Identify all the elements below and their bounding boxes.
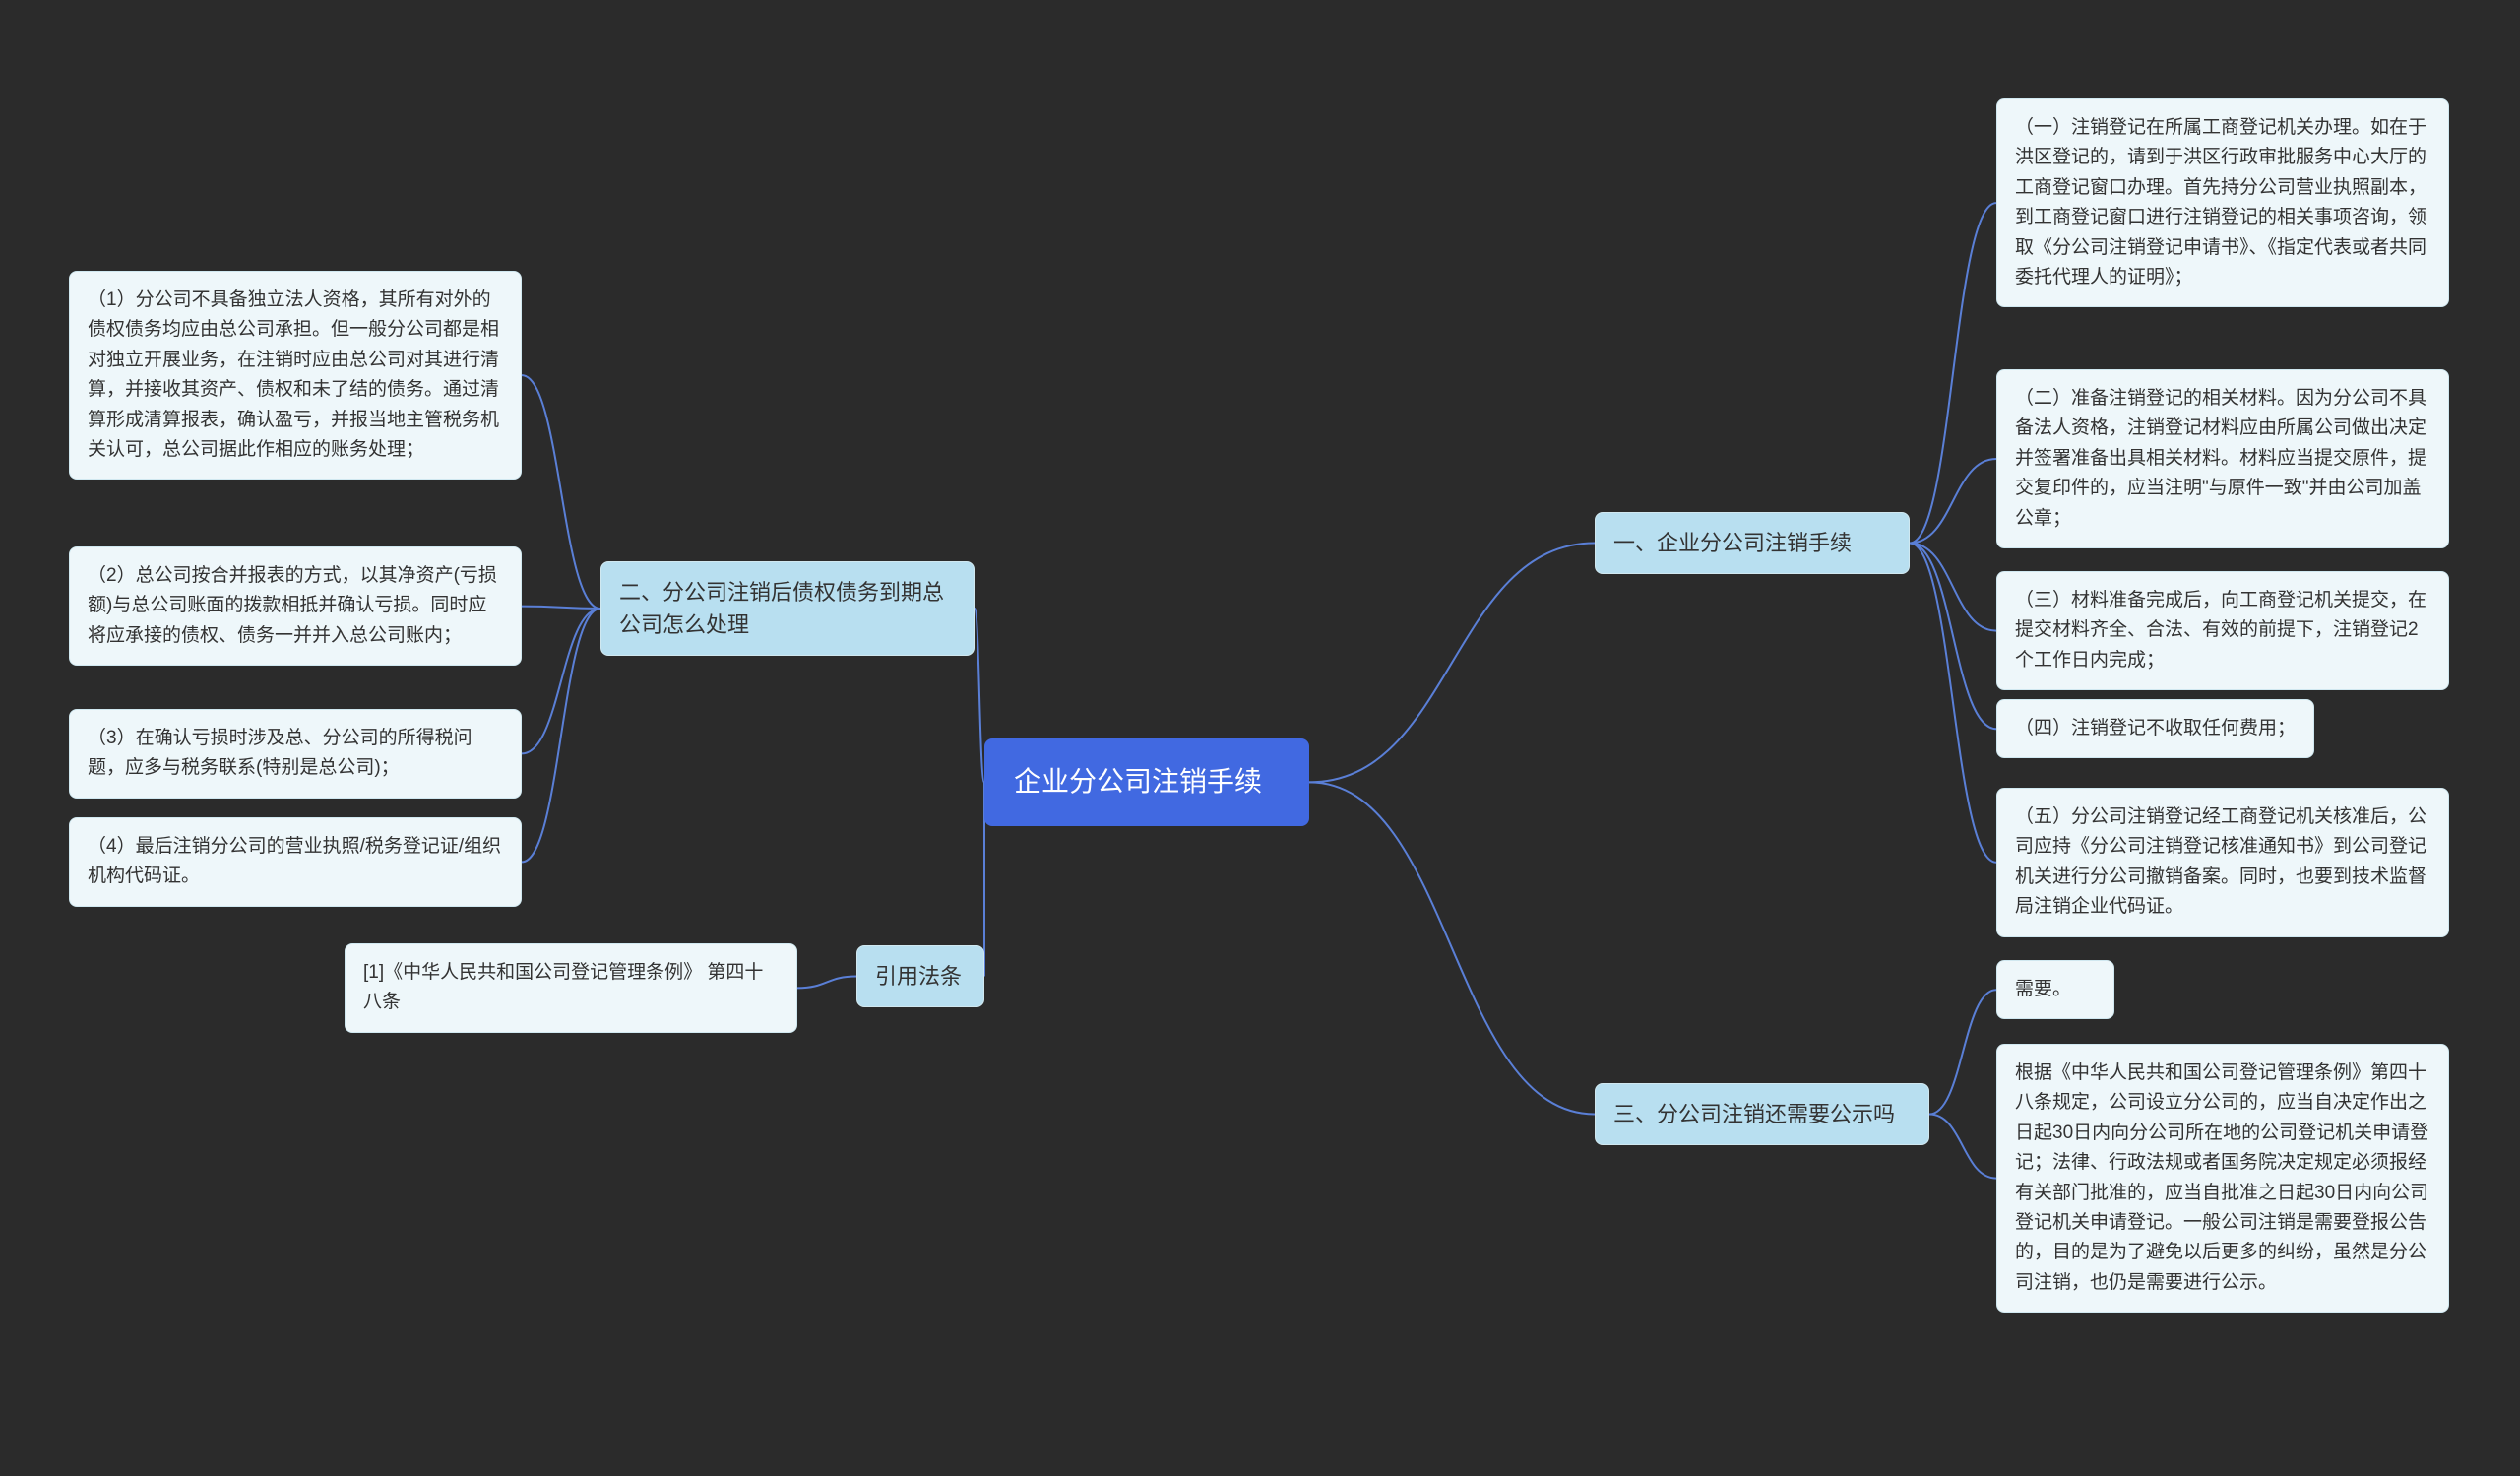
leaf-b1-4: （四）注销登记不收取任何费用； <box>1996 699 2314 758</box>
branch-1: 一、企业分公司注销手续 <box>1595 512 1910 574</box>
branch-law-label: 引用法条 <box>875 964 962 989</box>
leaf-b1-2: （二）准备注销登记的相关材料。因为分公司不具备法人资格，注销登记材料应由所属公司… <box>1996 369 2449 548</box>
leaf-b2-3: （3）在确认亏损时涉及总、分公司的所得税问题，应多与税务联系(特别是总公司)； <box>69 709 522 799</box>
branch-2: 二、分公司注销后债权债务到期总公司怎么处理 <box>600 561 975 656</box>
branch-3-label: 三、分公司注销还需要公示吗 <box>1613 1102 1895 1126</box>
branch-3: 三、分公司注销还需要公示吗 <box>1595 1083 1929 1145</box>
leaf-b1-3: （三）材料准备完成后，向工商登记机关提交，在提交材料齐全、合法、有效的前提下，注… <box>1996 571 2449 690</box>
leaf-b3-2: 根据《中华人民共和国公司登记管理条例》第四十八条规定，公司设立分公司的，应当自决… <box>1996 1044 2449 1313</box>
root-node: 企业分公司注销手续 <box>984 738 1309 826</box>
branch-law: 引用法条 <box>856 945 984 1007</box>
leaf-b1-5: （五）分公司注销登记经工商登记机关核准后，公司应持《分公司注销登记核准通知书》到… <box>1996 788 2449 937</box>
leaf-blaw-1: [1]《中华人民共和国公司登记管理条例》 第四十八条 <box>345 943 797 1033</box>
leaf-b2-4: （4）最后注销分公司的营业执照/税务登记证/组织机构代码证。 <box>69 817 522 907</box>
branch-1-label: 一、企业分公司注销手续 <box>1613 531 1852 555</box>
root-label: 企业分公司注销手续 <box>1014 766 1262 797</box>
branch-2-label: 二、分公司注销后债权债务到期总公司怎么处理 <box>619 580 944 637</box>
leaf-b2-2: （2）总公司按合并报表的方式，以其净资产(亏损额)与总公司账面的拨款相抵并确认亏… <box>69 546 522 666</box>
leaf-b1-1: （一）注销登记在所属工商登记机关办理。如在于洪区登记的，请到于洪区行政审批服务中… <box>1996 98 2449 307</box>
leaf-b2-1: （1）分公司不具备独立法人资格，其所有对外的债权债务均应由总公司承担。但一般分公… <box>69 271 522 480</box>
leaf-b3-1: 需要。 <box>1996 960 2114 1019</box>
